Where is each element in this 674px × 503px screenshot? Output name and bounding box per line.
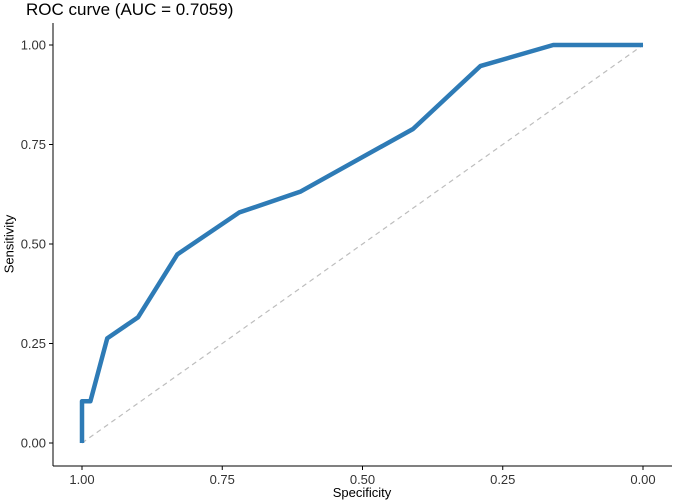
chart-title: ROC curve (AUC = 0.7059) bbox=[26, 0, 234, 19]
y-tick-label: 0.50 bbox=[21, 237, 46, 252]
y-tick-label: 1.00 bbox=[21, 38, 46, 53]
x-tick-label: 0.75 bbox=[210, 472, 235, 487]
x-tick-label: 0.50 bbox=[350, 472, 375, 487]
y-tick-label: 0.00 bbox=[21, 436, 46, 451]
reference-diagonal bbox=[81, 44, 644, 444]
x-tick-label: 0.25 bbox=[490, 472, 515, 487]
y-tick-label: 0.25 bbox=[21, 336, 46, 351]
x-tick-label: 1.00 bbox=[69, 472, 94, 487]
x-tick-label: 0.00 bbox=[630, 472, 655, 487]
y-tick-label: 0.75 bbox=[21, 137, 46, 152]
roc-curve-line bbox=[79, 42, 643, 443]
x-axis-label: Specificity bbox=[332, 485, 392, 500]
x-ticks: 1.00 0.75 0.50 0.25 0.00 bbox=[69, 466, 656, 487]
roc-points bbox=[81, 44, 644, 444]
y-ticks: 0.00 0.25 0.50 0.75 1.00 bbox=[21, 38, 53, 451]
